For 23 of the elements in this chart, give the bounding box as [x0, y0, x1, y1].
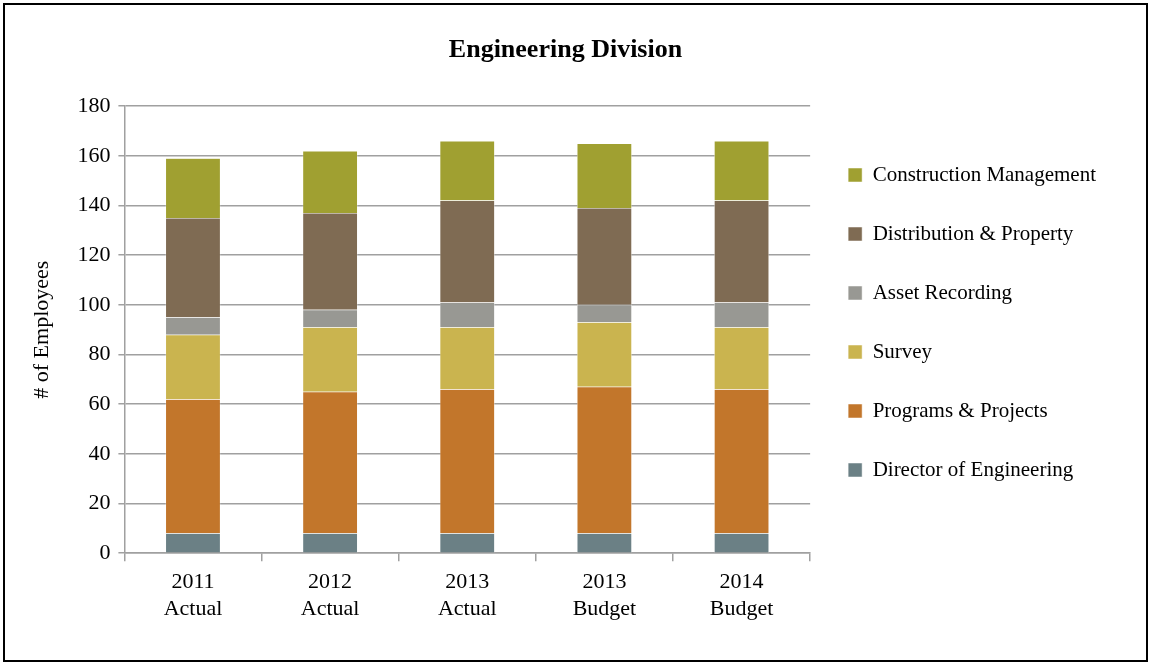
x-tick-label: 2013 Budget	[572, 568, 637, 620]
legend-label: Programs & Projects	[872, 397, 1048, 422]
y-tick-label: 0	[99, 538, 111, 564]
y-tick-label: 20	[88, 489, 111, 515]
legend-label: Asset Recording	[872, 279, 1013, 304]
y-tick-label: 40	[88, 439, 111, 465]
y-axis-title: # of Employees	[27, 260, 53, 399]
y-tick-label: 140	[77, 191, 111, 217]
legend-label: Construction Management	[872, 161, 1097, 186]
y-tick-label: 100	[77, 290, 111, 316]
x-tick-label: 2013 Actual	[437, 568, 497, 620]
x-tick-label: 2012 Actual	[300, 568, 360, 620]
y-tick-label: 180	[77, 91, 111, 117]
legend-label: Survey	[872, 338, 933, 363]
legend-label: Distribution & Property	[872, 220, 1074, 245]
y-tick-label: 80	[88, 340, 111, 366]
x-tick-label: 2011 Actual	[163, 568, 223, 620]
y-tick-label: 120	[77, 240, 111, 266]
y-tick-label: 60	[88, 389, 111, 415]
x-tick-label: 2014 Budget	[709, 568, 774, 620]
chart-title: Engineering Division	[448, 34, 683, 64]
y-tick-label: 160	[77, 141, 111, 167]
legend-label: Director of Engineering	[872, 456, 1074, 481]
